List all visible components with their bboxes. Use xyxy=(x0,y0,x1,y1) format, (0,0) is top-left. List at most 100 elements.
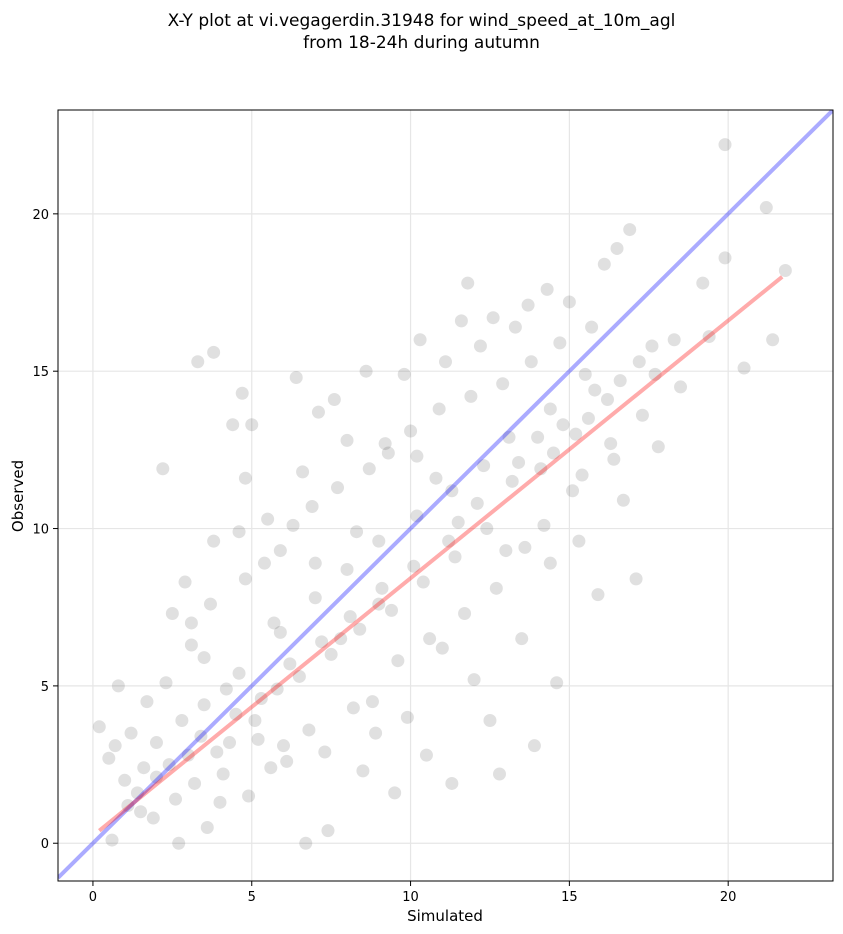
data-point xyxy=(562,295,576,309)
x-tick-label: 0 xyxy=(89,890,97,905)
data-point xyxy=(521,298,535,312)
data-point xyxy=(486,311,500,325)
data-point xyxy=(359,364,373,378)
data-point xyxy=(315,635,329,649)
data-point xyxy=(404,424,418,438)
data-point xyxy=(159,676,173,690)
data-point xyxy=(232,666,246,680)
data-point xyxy=(340,562,354,576)
data-point xyxy=(578,367,592,381)
data-point xyxy=(537,518,551,532)
data-point xyxy=(372,597,386,611)
data-point xyxy=(200,821,214,835)
data-point xyxy=(232,525,246,539)
data-point xyxy=(397,367,411,381)
data-point xyxy=(623,223,637,237)
data-point xyxy=(410,509,424,523)
data-point xyxy=(242,789,256,803)
data-point xyxy=(496,377,510,391)
data-point xyxy=(203,597,217,611)
data-point xyxy=(451,515,465,529)
data-point xyxy=(505,474,519,488)
data-point xyxy=(613,374,627,388)
y-tick-label: 0 xyxy=(41,837,49,852)
data-point xyxy=(429,471,443,485)
data-point xyxy=(219,682,233,696)
data-point xyxy=(385,603,399,617)
data-point xyxy=(108,739,122,753)
data-point xyxy=(257,556,271,570)
data-point xyxy=(280,754,294,768)
data-point xyxy=(146,811,160,825)
data-point xyxy=(207,534,221,548)
data-point xyxy=(191,355,205,369)
data-point xyxy=(283,657,297,671)
data-point xyxy=(759,201,773,215)
x-axis-ticks: 0 5 10 15 20 xyxy=(89,881,737,905)
data-point xyxy=(223,736,237,750)
data-point xyxy=(566,484,580,498)
x-tick-label: 20 xyxy=(720,890,737,905)
data-point xyxy=(588,383,602,397)
data-point xyxy=(207,345,221,359)
data-point xyxy=(480,522,494,536)
data-point xyxy=(413,333,427,347)
data-point xyxy=(597,257,611,271)
data-point xyxy=(718,138,732,152)
data-point xyxy=(175,714,189,728)
chart-title-line-1: X-Y plot at vi.vegagerdin.31948 for wind… xyxy=(167,11,676,31)
chart-title-line-2: from 18-24h during autumn xyxy=(303,33,540,53)
data-point xyxy=(235,386,249,400)
data-point xyxy=(553,336,567,350)
data-point xyxy=(572,534,586,548)
data-point xyxy=(410,449,424,463)
data-point xyxy=(267,616,281,630)
data-point xyxy=(439,355,452,369)
data-point xyxy=(137,761,151,775)
data-point xyxy=(197,698,211,712)
data-point xyxy=(442,534,456,548)
data-point xyxy=(245,418,259,432)
data-point xyxy=(270,682,284,696)
data-point xyxy=(591,588,605,602)
data-point xyxy=(477,459,491,473)
data-point xyxy=(454,314,468,328)
data-point xyxy=(416,575,430,589)
data-point xyxy=(327,393,341,407)
data-point xyxy=(321,824,335,838)
data-point xyxy=(470,496,484,510)
data-point xyxy=(350,525,364,539)
data-point xyxy=(778,263,792,277)
x-axis-label: Simulated xyxy=(407,907,483,925)
plot-frame xyxy=(57,109,834,882)
data-point xyxy=(365,695,379,709)
data-point xyxy=(248,714,262,728)
data-point xyxy=(610,241,624,255)
data-point xyxy=(381,446,395,460)
data-point xyxy=(508,320,522,334)
regression-line xyxy=(98,275,784,833)
data-point xyxy=(445,484,459,498)
data-point xyxy=(581,411,595,425)
data-point xyxy=(543,402,557,416)
data-point xyxy=(378,437,392,451)
data-point xyxy=(149,736,163,750)
reference-lines xyxy=(58,110,833,880)
data-point xyxy=(388,786,402,800)
data-point xyxy=(483,714,497,728)
data-point xyxy=(130,786,144,800)
data-point xyxy=(531,430,545,444)
data-point xyxy=(331,481,345,495)
data-point xyxy=(302,723,316,737)
data-point xyxy=(362,462,376,476)
data-point xyxy=(318,745,332,759)
data-point xyxy=(604,437,618,451)
data-point xyxy=(305,500,319,514)
data-point xyxy=(197,651,211,665)
data-point xyxy=(448,550,462,564)
data-point xyxy=(286,518,300,532)
data-point xyxy=(334,632,348,646)
data-point xyxy=(277,739,291,753)
scatter-points xyxy=(92,138,792,850)
data-point xyxy=(169,792,183,806)
